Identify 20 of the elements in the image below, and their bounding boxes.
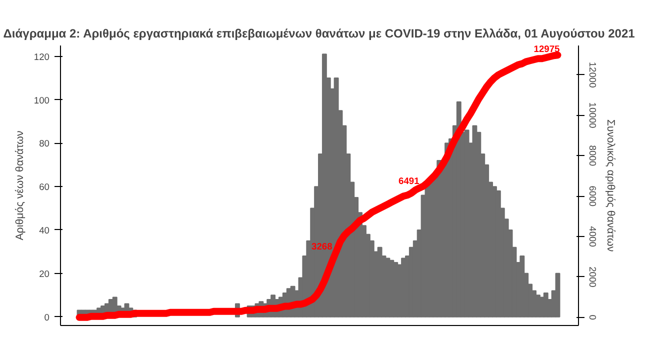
y-tick-label: 80 bbox=[39, 138, 50, 149]
y-tick-label: 120 bbox=[34, 52, 50, 62]
y-tick-label: 40 bbox=[39, 225, 50, 236]
y2-tick-label: 10000 bbox=[588, 102, 598, 128]
y2-tick-label: 4000 bbox=[588, 226, 598, 247]
data-label: 6491 bbox=[398, 176, 420, 186]
y2-tick-label: 12000 bbox=[588, 62, 598, 88]
y-tick-label: 20 bbox=[39, 268, 50, 279]
data-label: 12975 bbox=[534, 44, 560, 54]
data-label: 3268 bbox=[312, 241, 332, 252]
y2-axis-title: Συνολικός αριθμός θανάτων bbox=[604, 119, 616, 252]
y-tick-label: 0 bbox=[44, 312, 50, 322]
y-tick-label: 60 bbox=[39, 182, 50, 192]
y2-tick-label: 2000 bbox=[588, 266, 598, 288]
y-axis-title: Αριθμός νέων θανάτων bbox=[14, 130, 26, 240]
y2-tick-label: 0 bbox=[588, 314, 598, 320]
y2-tick-label: 8000 bbox=[588, 145, 598, 166]
y-tick-label: 100 bbox=[34, 95, 50, 106]
chart-title: Διάγραμμα 2: Αριθμός εργαστηριακά επιβεβαιωμένων θανάτων με COVID-19 στην Ελλάδα, 01 Αυγούστου 2021 bbox=[3, 26, 636, 40]
y2-tick-label: 6000 bbox=[588, 186, 598, 207]
